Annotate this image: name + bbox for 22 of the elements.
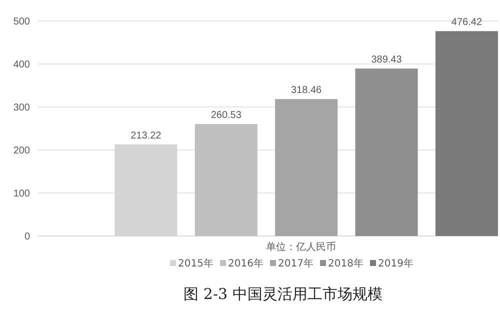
legend-label: 2019年 — [378, 258, 414, 270]
data-label: 213.22 — [130, 130, 162, 142]
y-tick-label: 500 — [13, 16, 30, 28]
bar — [355, 68, 418, 236]
bar — [275, 99, 338, 236]
y-tick-label: 0 — [24, 232, 30, 242]
y-tick-label: 200 — [13, 146, 30, 156]
legend-label: 2017年 — [278, 258, 314, 270]
data-label: 260.53 — [210, 110, 242, 121]
y-tick-label: 100 — [13, 188, 30, 200]
data-label: 389.43 — [371, 54, 402, 66]
legend-label: 2018年 — [328, 258, 364, 270]
x-axis-title: 单位：亿人民币 — [266, 241, 336, 253]
bar — [194, 124, 258, 236]
legend-label: 2016年 — [228, 258, 264, 270]
y-tick-label: 300 — [13, 102, 30, 114]
data-label: 476.42 — [451, 17, 482, 28]
bar — [435, 31, 498, 236]
y-tick-label: 400 — [13, 60, 30, 70]
text: 图 2-3 中国灵活用工市场规模 — [184, 285, 382, 303]
data-label: 318.46 — [291, 85, 322, 96]
legend-label: 2015年 — [178, 258, 214, 270]
